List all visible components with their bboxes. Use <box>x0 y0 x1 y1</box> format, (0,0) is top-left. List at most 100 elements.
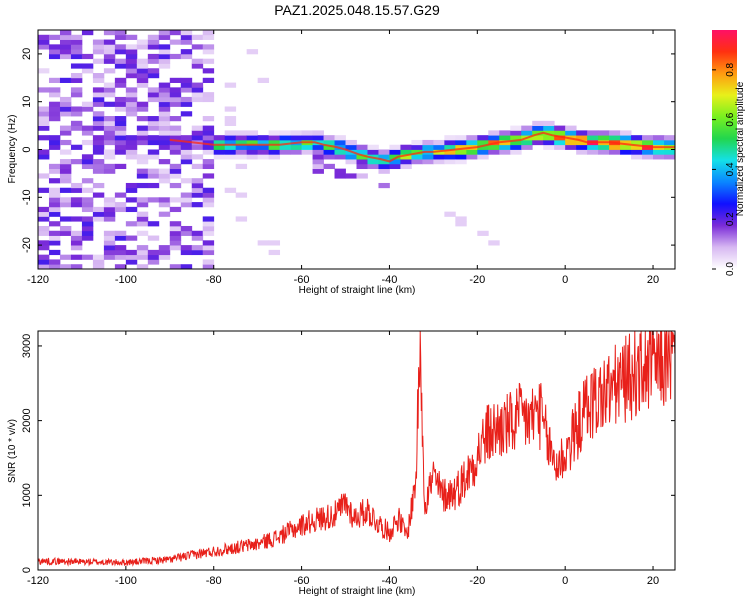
spectrogram-cell <box>191 163 204 170</box>
spectrogram-cell <box>136 245 149 251</box>
spectrogram-cell <box>103 202 116 208</box>
spectrogram-cell <box>147 221 160 227</box>
spectrogram-cell <box>587 130 599 136</box>
spectrogram-cell <box>290 144 302 150</box>
spectrogram-cell <box>103 49 116 55</box>
spectrogram-cell <box>191 96 204 103</box>
spectrogram-cell <box>59 44 72 50</box>
spectrogram-cell <box>92 139 105 146</box>
spectrogram-cell <box>92 168 105 174</box>
spectrogram-cell <box>268 149 281 155</box>
spectrogram-cell <box>510 125 522 131</box>
spectrogram-cell <box>81 139 94 146</box>
spectrogram-cell <box>400 149 412 155</box>
spectrogram-cell <box>114 30 127 36</box>
spectrogram-cell <box>114 77 127 83</box>
spectrogram-cell <box>81 230 94 236</box>
spectrogram-cell <box>290 130 302 136</box>
spectrogram-cell <box>587 149 599 155</box>
spectrogram-cell <box>213 135 226 141</box>
spectrogram-cell <box>191 144 204 150</box>
spectrogram-cell <box>202 139 215 146</box>
spectrogram-cell <box>631 144 643 150</box>
spectrogram-cell <box>147 149 160 155</box>
spectrogram-cell <box>158 63 171 69</box>
spectrogram-cell <box>136 63 149 69</box>
spectrogram-cell <box>312 154 324 160</box>
spectrogram-cell <box>125 259 138 265</box>
spectrogram-cell <box>202 58 215 64</box>
spectrogram-cell <box>48 240 61 246</box>
spectrogram-cell <box>598 149 610 155</box>
spectrogram-cell <box>136 39 149 45</box>
spectrogram-cell <box>169 39 182 45</box>
spectrogram-cell <box>169 96 182 103</box>
spectrogram-cell <box>532 135 544 141</box>
spectrogram-cell <box>59 173 72 179</box>
spectrogram-cell <box>180 39 193 45</box>
spectrogram-cell <box>103 87 116 93</box>
spectrogram-cell <box>367 144 379 150</box>
spectrogram-cell <box>70 159 83 165</box>
spectrogram-cell <box>598 130 610 136</box>
x-tick-label: 20 <box>647 274 659 286</box>
spectrogram-cell <box>92 216 105 222</box>
spectrogram-cell <box>38 154 50 160</box>
spectrogram-cell <box>125 34 138 40</box>
spectrogram-cell <box>48 53 61 60</box>
spectrogram-cell <box>202 130 215 136</box>
spectrogram-cell <box>510 144 522 150</box>
spectrogram-cell <box>38 34 50 40</box>
x-tick-label: -100 <box>115 274 137 286</box>
spectrogram-cell <box>38 125 50 131</box>
spectrogram-cell <box>301 144 313 150</box>
spectrogram-cell <box>38 116 50 122</box>
spectrogram-cell <box>81 235 94 241</box>
spectrogram-cell <box>202 49 215 55</box>
spectrogram-cell <box>389 159 401 165</box>
spectrogram-cell <box>48 264 61 270</box>
spectrogram-cell <box>92 159 105 165</box>
spectrogram-cell <box>191 187 204 193</box>
spectrogram-cell <box>499 149 511 155</box>
spectrogram-cell <box>202 44 215 50</box>
spectrogram-cell <box>180 49 193 55</box>
spectrogram-cell <box>147 87 160 93</box>
spectrogram-cell <box>92 111 105 117</box>
spectrogram-cell <box>323 135 335 141</box>
snr-y-label: SNR (10 * v/v) <box>7 419 18 483</box>
spectrogram-cell <box>158 30 171 36</box>
spectrogram-cell <box>279 149 291 155</box>
spectrogram-cell <box>136 168 149 174</box>
spectrogram-cell <box>103 125 116 131</box>
spectrogram-cell <box>268 249 281 256</box>
spectrogram-cell <box>125 144 138 150</box>
spectrogram-cell <box>180 87 193 93</box>
spectrogram-cell <box>114 264 127 270</box>
spectrogram-cell <box>191 192 204 198</box>
spectrogram-cell <box>103 68 116 74</box>
spectrogram-cell <box>158 92 171 98</box>
spectrogram-cell <box>246 135 259 141</box>
spectrogram-cell <box>125 49 138 55</box>
spectrogram-cell <box>455 221 467 227</box>
spectrogram-cell <box>158 135 171 141</box>
spectrogram-cell <box>136 77 149 83</box>
spectrogram-cell <box>180 178 193 184</box>
spectrogram-cell <box>70 240 83 246</box>
spectrogram-cell <box>642 135 654 141</box>
spectrogram-cell <box>378 182 390 189</box>
spectrogram-cell <box>114 63 127 69</box>
spectrogram-cell <box>224 120 237 126</box>
spectrogram-cell <box>180 230 193 236</box>
spectrogram-cell <box>169 149 182 155</box>
spectrogram-cell <box>477 149 489 155</box>
spectrogram-cell <box>147 120 160 126</box>
spectrogram-cell <box>92 254 105 260</box>
spectrogram-cell <box>532 120 544 126</box>
spectrogram-cell <box>114 101 127 107</box>
spectrogram-cell <box>653 154 665 160</box>
colorbar-tick-label: 0.8 <box>725 62 736 76</box>
spectrogram-cell <box>70 92 83 98</box>
